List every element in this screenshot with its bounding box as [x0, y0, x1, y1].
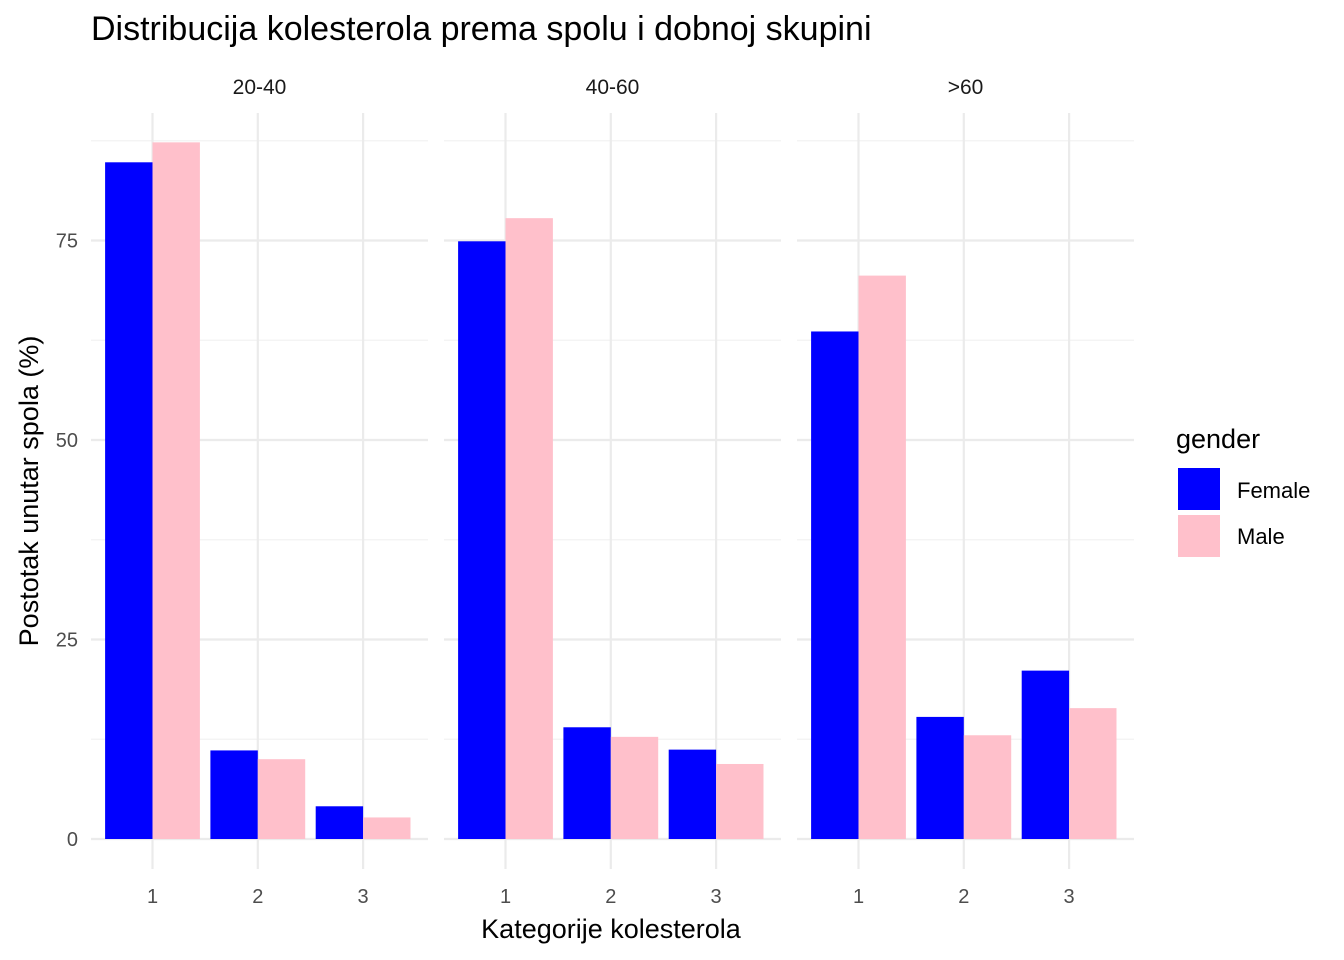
facet-label: 20-40 — [233, 76, 287, 99]
bar-male — [1069, 708, 1117, 839]
bar-female — [916, 716, 964, 839]
y-tick-label: 0 — [67, 829, 78, 851]
facet-panels: 20-40 1 2 3 40-60 1 2 3 >60 1 2 3 0 25 50 75 — [56, 76, 1134, 908]
bar-male — [963, 735, 1012, 839]
y-axis-title: Postotak unutar spola (%) — [14, 336, 44, 647]
chart-title: Distribucija kolesterola prema spolu i d… — [91, 10, 872, 48]
bar-female — [210, 750, 258, 839]
legend-key-female — [1178, 468, 1220, 510]
x-tick-label: 2 — [252, 886, 263, 908]
bar-female — [563, 727, 611, 839]
bar-female — [1021, 670, 1070, 839]
bar-male — [257, 759, 306, 839]
x-tick-label: 3 — [711, 886, 722, 908]
facet-label: >60 — [948, 76, 984, 99]
bar-male — [610, 736, 659, 839]
legend-key-male — [1178, 515, 1220, 557]
bar-female — [668, 749, 717, 839]
legend: gender Female Male — [1176, 424, 1310, 557]
x-tick-label: 2 — [958, 886, 969, 908]
x-tick-label: 3 — [358, 886, 369, 908]
y-tick-label: 50 — [56, 430, 78, 452]
x-tick-label: 1 — [853, 886, 864, 908]
bar-male — [152, 142, 200, 839]
legend-label-female: Female — [1237, 478, 1310, 503]
bar-male — [858, 275, 906, 839]
x-tick-label: 1 — [500, 886, 511, 908]
y-tick-label: 25 — [56, 630, 78, 652]
legend-label-male: Male — [1237, 524, 1285, 549]
x-tick-label: 2 — [605, 886, 616, 908]
bar-female — [811, 331, 859, 839]
x-axis-title: Kategorije kolesterola — [481, 914, 742, 944]
bar-male — [505, 218, 553, 839]
bar-male — [716, 763, 764, 839]
legend-title: gender — [1176, 424, 1260, 454]
x-tick-label: 3 — [1064, 886, 1075, 908]
bar-female — [315, 806, 364, 839]
y-tick-label: 75 — [56, 231, 78, 253]
bar-female — [105, 162, 153, 839]
bar-female — [458, 241, 506, 840]
x-tick-label: 1 — [147, 886, 158, 908]
facet-label: 40-60 — [586, 76, 640, 99]
bar-male — [363, 817, 411, 839]
